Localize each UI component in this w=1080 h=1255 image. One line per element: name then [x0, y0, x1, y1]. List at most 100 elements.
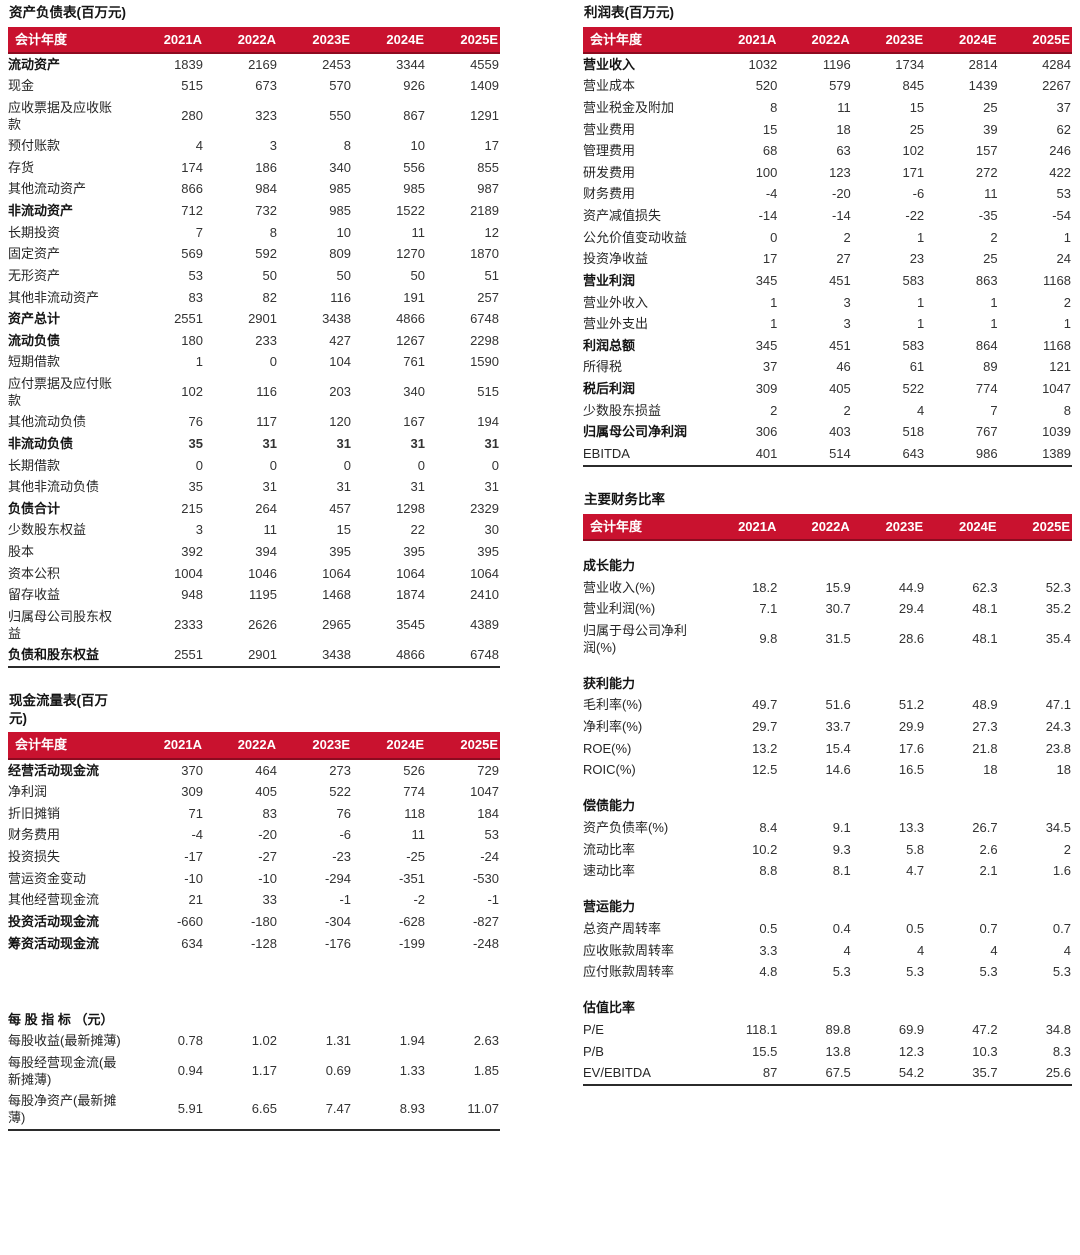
- balance-sheet-table: 会计年度 2021A 2022A 2023E 2024E 2025E 流动资产 1839 21…: [8, 26, 500, 669]
- cell-value: 464: [255, 762, 277, 778]
- table-row: 归属于母公司净利润(%) 9.8 31.5 28.6 48.1 35.4: [583, 621, 1072, 659]
- cell-value: 3: [269, 138, 277, 154]
- cell-value: 515: [181, 78, 203, 94]
- cell-value: 29.9: [898, 719, 925, 735]
- header-year-column: 2023E: [278, 732, 352, 761]
- cell-value: 15.4: [825, 740, 851, 756]
- table-row: ROIC(%) 12.5 14.6 16.5 18 18: [583, 760, 1072, 782]
- cell-value: 1039: [1042, 424, 1071, 440]
- row-label: 营业外收入: [583, 294, 649, 310]
- row-label: 营业成本: [583, 78, 636, 94]
- cell-value: 1168: [1043, 272, 1071, 288]
- cell-value: 25.6: [1045, 1065, 1071, 1081]
- cell-value: 18.2: [752, 579, 778, 595]
- cell-value: 69.9: [898, 1022, 925, 1038]
- table-row: 公允价值变动收益 0 2 1 2 1: [583, 227, 1072, 249]
- table-row: 总资产周转率 0.5 0.4 0.5 0.7 0.7: [583, 919, 1072, 941]
- cell-value: 31: [484, 479, 499, 495]
- row-label: ROE(%): [583, 740, 632, 756]
- cell-value: 31: [410, 435, 425, 451]
- cell-value: -2: [413, 892, 425, 908]
- row-label: 总资产周转率: [583, 921, 662, 937]
- cell-value: 1: [770, 294, 778, 310]
- row-label: 经营活动现金流: [8, 762, 100, 778]
- cell-value: 2814: [968, 56, 998, 72]
- cell-value: 4866: [396, 647, 425, 663]
- cell-value: 1: [916, 294, 925, 310]
- row-label: 应付票据及应付账款: [8, 376, 113, 408]
- row-label: 所得税: [583, 359, 623, 375]
- cell-value: 515: [477, 384, 499, 400]
- header-year-column: 2022A: [204, 26, 278, 55]
- header-year-column: 2023E: [851, 513, 926, 542]
- cell-value: 3344: [396, 56, 425, 72]
- cell-value: 26.7: [972, 820, 998, 836]
- cell-value: 100: [755, 164, 778, 180]
- cell-value: 12.3: [898, 1043, 925, 1059]
- cell-value: 2329: [470, 500, 499, 516]
- cell-value: 71: [188, 805, 203, 821]
- cell-value: 0.7: [979, 921, 998, 937]
- cell-value: 23.8: [1045, 740, 1071, 756]
- table-row: P/B 15.5 13.8 12.3 10.3 8.3: [583, 1041, 1072, 1063]
- table-row: 其他非流动负债 35 31 31 31 31: [8, 477, 500, 499]
- cell-value: 579: [829, 78, 851, 94]
- table-row: 税后利润 309 405 522 774 1047: [583, 379, 1072, 401]
- cell-value: 62.3: [972, 579, 998, 595]
- cell-value: 309: [755, 381, 778, 397]
- cell-value: 33.7: [825, 719, 851, 735]
- cell-value: 6748: [470, 647, 499, 663]
- cell-value: 2551: [174, 647, 203, 663]
- table-row: 长期借款 0 0 0 0 0: [8, 455, 500, 477]
- table-row: 所得税 37 46 61 89 121: [583, 357, 1072, 379]
- table-row: P/E 118.1 89.8 69.9 47.2 34.8: [583, 1020, 1072, 1042]
- cell-value: 39: [983, 121, 998, 137]
- cell-value: -25: [406, 849, 425, 865]
- table-row: 其他流动负债 76 117 120 167 194: [8, 412, 500, 434]
- row-label: EBITDA: [583, 445, 630, 461]
- row-label: 资产负债率(%): [583, 820, 669, 836]
- cell-value: -35: [978, 208, 998, 224]
- cell-value: 215: [181, 500, 203, 516]
- cash-flow-section: 现金流量表(百万元) 会计年度 2021A 2022A 2023E 2024E 2025E…: [8, 692, 500, 1131]
- row-label: 筹资活动现金流: [8, 935, 100, 951]
- cell-value: 257: [477, 289, 499, 305]
- cell-value: 53: [188, 267, 203, 283]
- cell-value: 15: [762, 121, 778, 137]
- cell-value: 47.1: [1045, 697, 1071, 713]
- table-row: 营业成本 520 579 845 1439 2267: [583, 76, 1072, 98]
- cell-value: -248: [472, 935, 499, 951]
- cell-value: 116: [256, 384, 277, 400]
- cell-value: 5.3: [1052, 964, 1071, 980]
- header-year-column: 2024E: [352, 26, 426, 55]
- table-row: 资产减值损失 -14 -14 -22 -35 -54: [583, 206, 1072, 228]
- cell-value: 264: [255, 500, 277, 516]
- table-header-row: 会计年度 2021A 2022A 2023E 2024E 2025E: [583, 513, 1072, 542]
- cell-value: 1064: [396, 565, 425, 581]
- cell-value: 2: [1063, 294, 1071, 310]
- cell-value: 7: [195, 224, 203, 240]
- income-statement-section: 利润表(百万元) 会计年度 2021A 2022A 2023E 2024E 2025E 营…: [583, 4, 1072, 468]
- cell-value: 592: [255, 246, 277, 262]
- cell-value: 31: [336, 435, 351, 451]
- cell-value: 8: [269, 224, 277, 240]
- cell-value: 583: [902, 337, 925, 353]
- cell-value: 25: [909, 121, 925, 137]
- cell-value: 1298: [396, 500, 425, 516]
- cell-value: 427: [329, 332, 351, 348]
- cell-value: 2901: [248, 311, 277, 327]
- cell-value: 35.7: [972, 1065, 998, 1081]
- cell-value: 28.6: [898, 631, 925, 647]
- cell-value: 401: [755, 445, 778, 461]
- cell-value: 345: [755, 272, 778, 288]
- cell-value: 2626: [248, 617, 277, 633]
- row-label: 投资净收益: [583, 251, 649, 267]
- cell-value: 8: [770, 99, 778, 115]
- table-row: 流动比率 10.2 9.3 5.8 2.6 2: [583, 839, 1072, 861]
- table-row: 每股收益(最新摊薄) 0.78 1.02 1.31 1.94 2.63: [8, 1031, 500, 1053]
- cell-value: 82: [262, 289, 277, 305]
- cell-value: -660: [176, 913, 203, 929]
- cell-value: 116: [330, 289, 351, 305]
- right-column: 利润表(百万元) 会计年度 2021A 2022A 2023E 2024E 2025E 营…: [583, 4, 1072, 1110]
- cell-value: 18: [1056, 762, 1071, 778]
